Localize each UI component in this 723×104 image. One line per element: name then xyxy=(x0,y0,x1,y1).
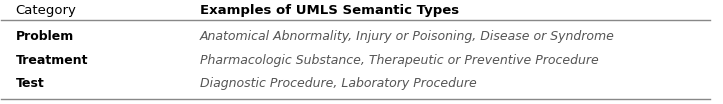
Text: Treatment: Treatment xyxy=(16,54,88,67)
Text: Test: Test xyxy=(16,77,44,90)
Text: Anatomical Abnormality, Injury or Poisoning, Disease or Syndrome: Anatomical Abnormality, Injury or Poison… xyxy=(200,30,615,43)
Text: Category: Category xyxy=(16,4,77,17)
Text: Problem: Problem xyxy=(16,30,74,43)
Text: Examples of UMLS Semantic Types: Examples of UMLS Semantic Types xyxy=(200,4,459,17)
Text: Diagnostic Procedure, Laboratory Procedure: Diagnostic Procedure, Laboratory Procedu… xyxy=(200,77,476,90)
Text: Pharmacologic Substance, Therapeutic or Preventive Procedure: Pharmacologic Substance, Therapeutic or … xyxy=(200,54,599,67)
